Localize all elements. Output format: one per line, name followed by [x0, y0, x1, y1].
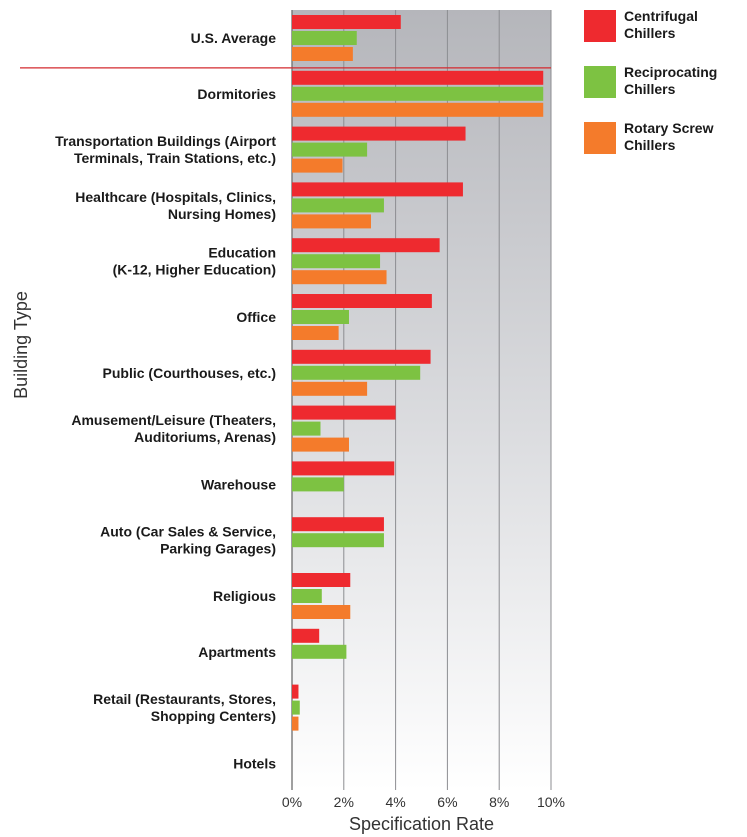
x-tick-label: 2%: [334, 794, 354, 810]
bar: [292, 477, 344, 492]
bar: [292, 517, 384, 532]
category-label: Amusement/Leisure (Theaters, Auditoriums,…: [71, 412, 276, 445]
bar: [292, 700, 300, 715]
bar: [292, 405, 396, 420]
category-label: Public (Courthouses, etc.): [103, 365, 276, 381]
bar: [292, 628, 320, 643]
bar: [292, 294, 432, 308]
bar: [292, 214, 371, 229]
bar: [292, 254, 381, 269]
bar: [292, 605, 351, 619]
bar: [292, 86, 544, 101]
bar: [292, 126, 466, 141]
category-label: Religious: [213, 588, 276, 604]
category-label: Healthcare (Hospitals, Clinics, Nursing H…: [75, 189, 276, 222]
bar: [292, 421, 321, 436]
bar: [292, 15, 401, 29]
bars: [292, 15, 544, 731]
legend: Centrifugal Chillers Reciprocating Chill…: [584, 8, 744, 176]
bar: [292, 461, 395, 476]
bar: [292, 381, 368, 396]
x-tick-label: 8%: [489, 794, 509, 810]
bar: [292, 158, 343, 173]
legend-swatch-reciprocating: [584, 66, 616, 98]
legend-label-rotary-screw: Rotary Screw Chillers: [624, 120, 714, 153]
legend-swatch-centrifugal: [584, 10, 616, 42]
bar: [292, 533, 384, 548]
x-tick-label: 4%: [385, 794, 405, 810]
category-label: Dormitories: [197, 86, 276, 102]
category-labels: U.S. Average Dormitories Transportation Bu…: [55, 30, 276, 771]
legend-item-rotary-screw: Rotary Screw Chillers: [584, 120, 744, 176]
x-tick-labels: 0% 2% 4% 6% 8% 10%: [282, 794, 565, 810]
bar: [292, 238, 440, 253]
bar: [292, 437, 349, 452]
legend-label-centrifugal: Centrifugal Chillers: [624, 8, 698, 41]
bar: [292, 47, 353, 61]
legend-label-reciprocating: Reciprocating Chillers: [624, 64, 718, 97]
category-label: Transportation Buildings (Airport Termina…: [55, 133, 276, 166]
bar: [292, 589, 322, 603]
bar: [292, 684, 299, 699]
category-label: U.S. Average: [191, 30, 277, 46]
legend-item-reciprocating: Reciprocating Chillers: [584, 64, 744, 120]
bar: [292, 270, 387, 285]
bar: [292, 70, 544, 85]
category-label: Warehouse: [201, 476, 276, 492]
category-label: Auto (Car Sales & Service, Parking Garage…: [100, 524, 276, 557]
legend-swatch-rotary-screw: [584, 122, 616, 154]
category-label: Education (K-12, Higher Education): [113, 245, 276, 278]
y-axis-title: Building Type: [11, 291, 31, 399]
category-label: Hotels: [233, 755, 276, 771]
bar: [292, 644, 347, 659]
bar: [292, 716, 299, 731]
bar: [292, 198, 384, 213]
legend-item-centrifugal: Centrifugal Chillers: [584, 8, 744, 64]
category-label: Apartments: [198, 644, 276, 660]
x-tick-label: 0%: [282, 794, 302, 810]
category-label: Office: [236, 309, 276, 325]
bar: [292, 349, 431, 364]
bar: [292, 573, 351, 587]
x-axis-title: Specification Rate: [349, 814, 494, 834]
bar: [292, 365, 421, 380]
bar: [292, 102, 544, 117]
bar: [292, 142, 368, 157]
x-tick-label: 6%: [437, 794, 457, 810]
bar: [292, 326, 339, 340]
bar: [292, 310, 349, 324]
bar: [292, 31, 357, 45]
category-label: Retail (Restaurants, Stores, Shopping Cen…: [93, 691, 276, 724]
bar: [292, 182, 463, 197]
x-tick-label: 10%: [537, 794, 565, 810]
